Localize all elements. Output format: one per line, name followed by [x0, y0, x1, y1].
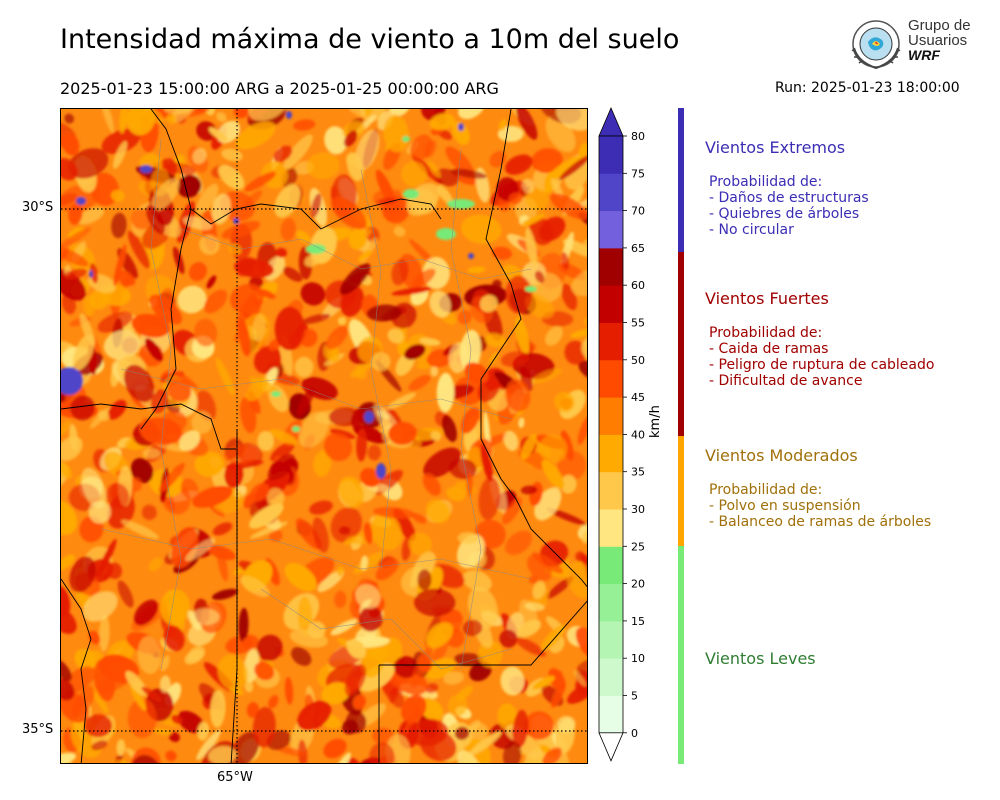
logo-line-1: Grupo de	[908, 17, 971, 34]
colorbar-segment	[599, 397, 623, 435]
colorbar-tick-label: 35	[631, 466, 645, 479]
colorbar-tick-label: 15	[631, 615, 645, 628]
colorbar-segment	[599, 434, 623, 473]
category-block: Vientos Leves	[705, 649, 816, 668]
logo-line-2: Usuarios	[908, 32, 968, 49]
colorbar-segment	[599, 471, 623, 510]
category-item: - Peligro de ruptura de cableado	[709, 357, 935, 373]
category-title: Vientos Fuertes	[705, 289, 829, 308]
colorbar-segment	[599, 285, 623, 323]
logo: Grupo de Usuarios WRF	[848, 18, 971, 72]
colorbar-tick-label: 75	[631, 167, 645, 180]
colorbar-segment	[599, 136, 623, 174]
colorbar-segment	[599, 322, 623, 361]
colorbar-tick-label: 60	[631, 279, 645, 292]
colorbar-tick-label: 5	[631, 690, 638, 703]
category-bar	[678, 546, 684, 764]
category-item: - Daños de estructuras	[709, 190, 869, 206]
category-prob-label: Probabilidad de:	[709, 482, 823, 498]
colorbar-tick-label: 55	[631, 317, 645, 330]
category-title: Vientos Moderados	[705, 446, 858, 465]
category-description: Probabilidad de: - Caida de ramas - Peligr…	[709, 325, 934, 389]
colorbar-scale: 0 5 10 15 20 25 30 35 40 45 50 55 60 65 70 75 80	[598, 106, 645, 762]
category-bar	[678, 436, 684, 546]
colorbar-segment	[599, 359, 623, 398]
colorbar-tick-label: 0	[631, 727, 638, 740]
category-item: - Polvo en suspensión	[709, 498, 861, 514]
lat-label-30s: 30°S	[22, 200, 54, 215]
colorbar-segment	[599, 210, 623, 249]
colorbar-segment	[599, 620, 623, 659]
wind-map-canvas	[61, 109, 587, 763]
logo-emblem-icon	[851, 20, 901, 70]
category-title: Vientos Extremos	[705, 138, 846, 157]
colorbar-tick-label: 10	[631, 652, 645, 665]
category-item: - No circular	[709, 222, 794, 238]
colorbar-tick-label: 25	[631, 540, 645, 553]
category-prob-label: Probabilidad de:	[709, 174, 823, 190]
category-item: - Balanceo de ramas de árboles	[709, 514, 932, 530]
category-bar	[678, 108, 684, 252]
colorbar-tick-label: 40	[631, 428, 645, 441]
category-item: - Quiebres de árboles	[709, 206, 860, 222]
colorbar-tick-label: 45	[631, 391, 645, 404]
category-bar	[678, 252, 684, 436]
colorbar-segment	[599, 583, 623, 622]
category-prob-label: Probabilidad de:	[709, 325, 823, 341]
category-item: - Dificultad de avance	[709, 373, 863, 389]
category-item: - Caida de ramas	[709, 341, 829, 357]
wind-map	[60, 108, 588, 764]
colorbar-tick-label: 70	[631, 205, 645, 218]
colorbar-extend-low	[598, 732, 624, 762]
colorbar-segment	[599, 695, 623, 734]
colorbar: 0 5 10 15 20 25 30 35 40 45 50 55 60 65 70 75 80	[596, 106, 656, 768]
category-block: Vientos Moderados Probabilidad de: - Polvo…	[705, 446, 931, 530]
colorbar-tick-label: 20	[631, 578, 645, 591]
colorbar-segment	[599, 173, 623, 212]
colorbar-tick-label: 30	[631, 503, 645, 516]
map-title: Intensidad máxima de viento a 10m del su…	[60, 24, 680, 55]
colorbar-segment	[599, 546, 623, 585]
colorbar-extend-high	[598, 106, 624, 137]
category-block: Vientos Fuertes Probabilidad de: - Caida d…	[705, 289, 934, 389]
colorbar-tick-label: 50	[631, 354, 645, 367]
category-description: Probabilidad de: - Daños de estructuras - …	[709, 174, 869, 238]
colorbar-tick-label: 80	[631, 130, 645, 143]
logo-text: Grupo de Usuarios WRF	[908, 18, 971, 63]
category-description: Probabilidad de: - Polvo en suspensión - B…	[709, 482, 931, 530]
colorbar-segment	[599, 658, 623, 696]
category-block: Vientos Extremos Probabilidad de: - Daños …	[705, 138, 869, 238]
colorbar-segment	[599, 509, 623, 547]
colorbar-unit: km/h	[648, 405, 663, 438]
colorbar-tick-label: 65	[631, 242, 645, 255]
run-time: Run: 2025-01-23 18:00:00	[775, 80, 960, 96]
lon-label-65w: 65°W	[217, 770, 253, 785]
forecast-period: 2025-01-23 15:00:00 ARG a 2025-01-25 00:…	[60, 79, 499, 98]
lat-label-35s: 35°S	[22, 722, 54, 737]
category-title: Vientos Leves	[705, 649, 816, 668]
colorbar-segment	[599, 247, 623, 286]
logo-line-3: WRF	[908, 47, 940, 63]
